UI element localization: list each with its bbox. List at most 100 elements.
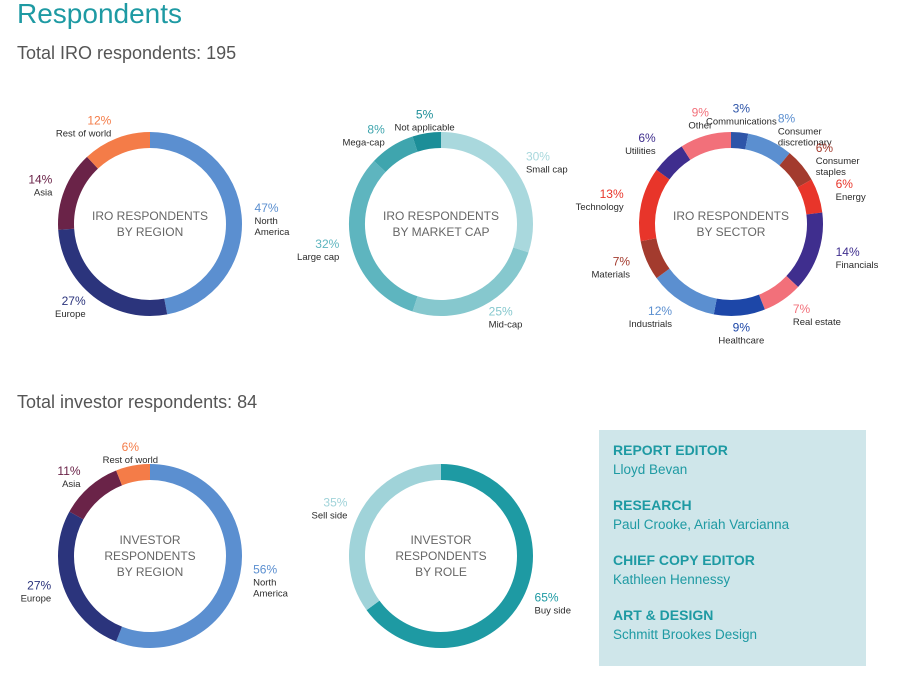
- slice-percent-label: 6%: [638, 131, 656, 145]
- slice-percent-label: 6%: [816, 141, 834, 155]
- slice-category-label: North: [255, 216, 278, 227]
- slice-percent-label: 14%: [28, 172, 52, 186]
- credit-name: Kathleen Hennessy: [613, 572, 731, 587]
- donut-slice: [681, 132, 732, 160]
- credit-name: Schmitt Brookes Design: [613, 627, 758, 642]
- slice-percent-label: 65%: [535, 591, 559, 605]
- slice-category-label: Consumer: [816, 156, 860, 167]
- slice-category-label: Sell side: [312, 510, 348, 521]
- donut-slice: [440, 132, 533, 253]
- slice-percent-label: 12%: [87, 113, 111, 127]
- slice-category-label: Mid-cap: [489, 320, 523, 331]
- slice-category-label: Materials: [592, 270, 631, 281]
- slice-category-label: Not applicable: [394, 122, 454, 133]
- donut-slice: [87, 132, 151, 169]
- donut-slice: [349, 464, 442, 611]
- credits-panel: REPORT EDITOR Lloyd Bevan RESEARCH Paul …: [599, 430, 866, 666]
- slice-percent-label: 25%: [489, 305, 513, 319]
- chart-center-title: RESPONDENTS: [104, 549, 195, 563]
- slice-percent-label: 3%: [733, 101, 751, 115]
- credit-art-design: ART & DESIGN Schmitt Brookes Design: [613, 607, 757, 642]
- donut-slice: [412, 247, 529, 316]
- slice-category-label: Asia: [62, 479, 81, 490]
- page-title: Respondents: [17, 0, 183, 29]
- donut-slice: [58, 511, 123, 642]
- donut-slice: [730, 132, 749, 150]
- donut-slice: [116, 464, 242, 648]
- donut-slice: [58, 228, 168, 316]
- donut-slice: [786, 212, 823, 287]
- slice-category-label: Mega-cap: [342, 137, 384, 148]
- slice-percent-label: 11%: [57, 464, 80, 478]
- slice-percent-label: 7%: [613, 255, 631, 269]
- credit-research: RESEARCH Paul Crooke, Ariah Varcianna: [613, 497, 789, 532]
- slice-category-label: staples: [816, 167, 846, 178]
- slice-category-label: Energy: [836, 192, 866, 203]
- slice-percent-label: 9%: [733, 321, 751, 335]
- chart-center-title: BY REGION: [117, 225, 183, 239]
- donut-slice: [656, 268, 718, 315]
- slice-category-label: Rest of world: [56, 128, 111, 139]
- donut-slice: [58, 156, 99, 230]
- donut-chart-inv-role: 65%Buy side 35%Sell side INVESTOR RESPONDEN…: [312, 464, 571, 648]
- donut-slice: [758, 275, 799, 310]
- credit-chief-copy-editor: CHIEF COPY EDITOR Kathleen Hennessy: [613, 552, 755, 587]
- chart-center-title: INVESTOR: [119, 533, 180, 547]
- donut-slice: [639, 169, 670, 242]
- chart-center-title: IRO RESPONDENTS: [92, 209, 208, 223]
- donut-slice: [640, 237, 670, 279]
- slice-percent-label: 8%: [778, 111, 796, 125]
- credit-role: CHIEF COPY EDITOR: [613, 552, 755, 568]
- chart-center-title: IRO RESPONDENTS: [673, 209, 789, 223]
- slice-percent-label: 6%: [122, 440, 140, 454]
- slice-category-label: discretionary: [778, 137, 832, 148]
- slice-category-label: Financials: [836, 260, 879, 271]
- slice-category-label: Utilities: [625, 146, 656, 157]
- slice-percent-label: 13%: [600, 187, 624, 201]
- slice-percent-label: 32%: [315, 237, 339, 251]
- donut-slice: [656, 146, 691, 180]
- iro-respondents-heading: Total IRO respondents: 195: [17, 43, 237, 63]
- slice-percent-label: 9%: [692, 105, 710, 119]
- slice-category-label: America: [253, 589, 289, 600]
- donut-slice: [349, 161, 418, 312]
- donut-slice: [366, 464, 533, 648]
- slice-category-label: Technology: [576, 202, 624, 213]
- credit-name: Paul Crooke, Ariah Varcianna: [613, 517, 790, 532]
- chart-center-title: IRO RESPONDENTS: [383, 209, 499, 223]
- chart-center-title: BY REGION: [117, 565, 183, 579]
- donut-slice: [412, 132, 442, 152]
- credit-role: REPORT EDITOR: [613, 442, 728, 458]
- chart-center-title: RESPONDENTS: [395, 549, 486, 563]
- donut-slice: [713, 294, 765, 316]
- slice-category-label: Rest of world: [103, 455, 158, 466]
- slice-category-label: Real estate: [793, 317, 841, 328]
- slice-percent-label: 56%: [253, 563, 277, 577]
- slice-percent-label: 30%: [526, 149, 550, 163]
- slice-percent-label: 6%: [836, 177, 854, 191]
- donut-slice: [69, 470, 123, 520]
- slice-percent-label: 8%: [367, 122, 385, 136]
- slice-category-label: Healthcare: [718, 336, 764, 347]
- slice-category-label: Europe: [21, 594, 52, 605]
- donut-slice: [149, 132, 242, 315]
- slice-category-label: America: [255, 227, 291, 238]
- slice-percent-label: 14%: [836, 245, 860, 259]
- credit-name: Lloyd Bevan: [613, 462, 688, 477]
- donut-slice: [373, 136, 418, 173]
- slice-category-label: Consumer: [778, 126, 822, 137]
- donut-slice: [744, 133, 790, 166]
- chart-center-title: BY SECTOR: [697, 225, 766, 239]
- slice-category-label: Asia: [34, 187, 53, 198]
- slice-percent-label: 12%: [648, 304, 672, 318]
- donut-chart-iro-marketcap: 30%Small cap 25%Mid-cap 32%Large cap 8%Mega…: [297, 107, 568, 330]
- chart-center-title: BY MARKET CAP: [393, 225, 490, 239]
- slice-percent-label: 27%: [62, 294, 86, 308]
- slice-category-label: North: [253, 578, 276, 589]
- slice-category-label: Other: [688, 120, 712, 131]
- credit-report-editor: REPORT EDITOR Lloyd Bevan: [613, 442, 728, 477]
- slice-percent-label: 27%: [27, 579, 51, 593]
- slice-percent-label: 35%: [323, 495, 347, 509]
